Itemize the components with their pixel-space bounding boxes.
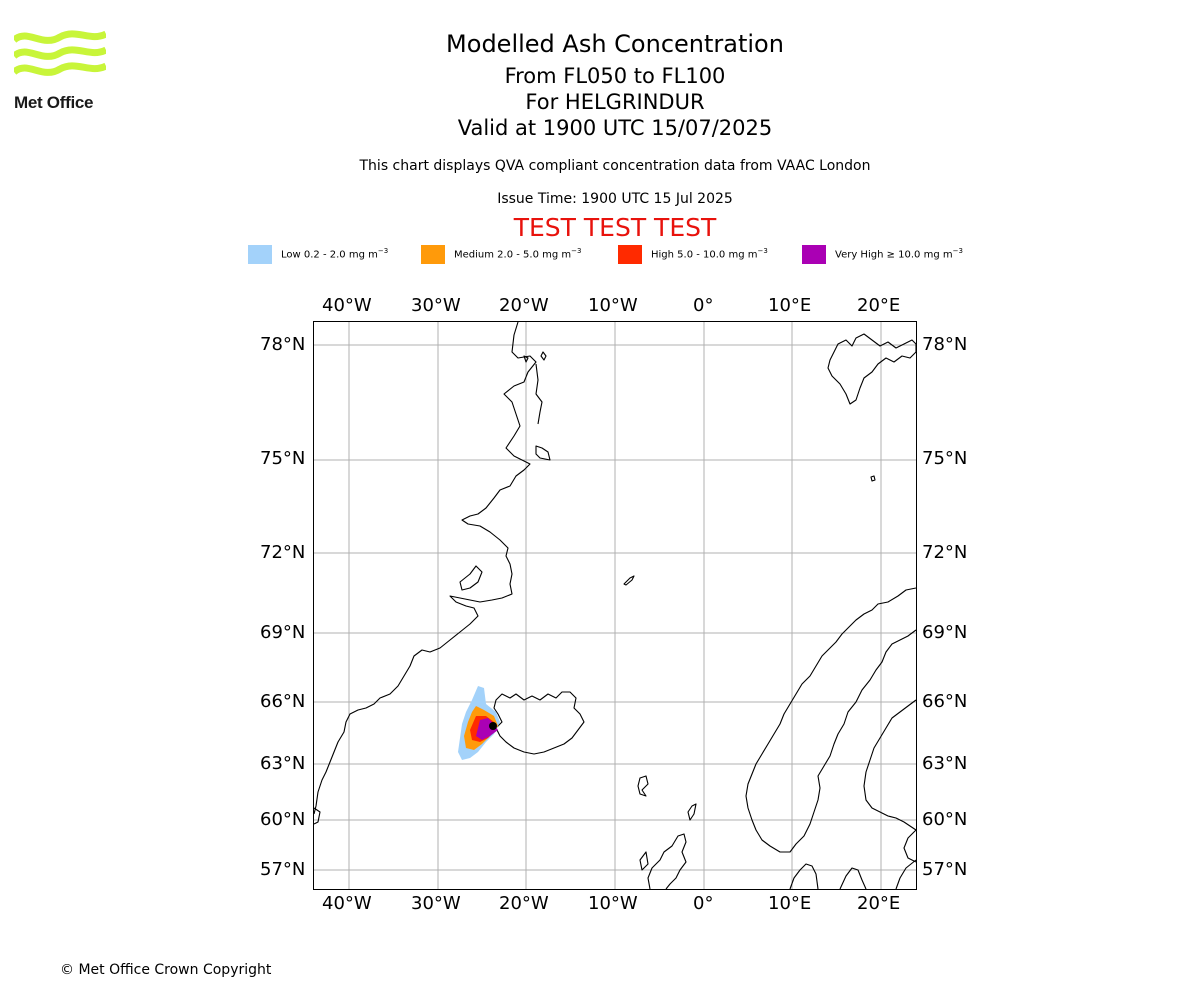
lat-label-left: 78°N [260, 334, 306, 355]
lat-label-right: 69°N [922, 622, 968, 643]
lon-label-top: 30°W [411, 295, 461, 316]
lon-label-bottom: 0° [693, 893, 714, 914]
coastline-scotland [647, 833, 687, 890]
legend-item-high: High 5.0 - 10.0 mg m−3 [618, 244, 768, 264]
lat-label-left: 63°N [260, 753, 306, 774]
copyright-notice: © Met Office Crown Copyright [60, 962, 272, 978]
lon-label-top: 40°W [322, 295, 372, 316]
logo-wordmark: Met Office [14, 93, 94, 112]
legend-swatch-very-high [802, 244, 826, 264]
lon-label-top: 10°E [768, 295, 812, 316]
legend-swatch-high [618, 244, 642, 264]
legend-exp-low: −3 [377, 247, 389, 256]
legend-item-low: Low 0.2 - 2.0 mg m−3 [248, 244, 388, 264]
chart-title: Modelled Ash Concentration [446, 30, 784, 58]
lon-label-bottom: 20°E [857, 893, 901, 914]
legend-exp-medium: −3 [571, 247, 582, 256]
lat-label-right: 75°N [922, 448, 968, 469]
lon-label-bottom: 40°W [322, 893, 372, 914]
map-frame [313, 321, 917, 890]
lat-label-left: 75°N [260, 448, 306, 469]
lon-label-top: 0° [693, 295, 714, 316]
ash-plume [458, 686, 500, 760]
legend-exp-very-high: −3 [952, 247, 963, 256]
lon-label-top: 10°W [588, 295, 638, 316]
legend-label-high: High 5.0 - 10.0 mg m [651, 249, 758, 261]
lat-label-left: 57°N [260, 859, 306, 880]
volcano-name: For HELGRINDUR [525, 90, 705, 114]
legend-label-medium: Medium 2.0 - 5.0 mg m [454, 249, 572, 261]
qva-note: This chart displays QVA compliant concen… [359, 158, 871, 174]
lat-label-right: 60°N [922, 809, 968, 830]
met-office-logo: Met Office [11, 28, 114, 112]
met-office-waves-icon [11, 30, 108, 76]
lat-label-left: 66°N [260, 691, 306, 712]
volcano-marker [489, 722, 497, 730]
lat-label-right: 57°N [922, 859, 968, 880]
lat-label-left: 69°N [260, 622, 306, 643]
legend-item-very-high: Very High ≥ 10.0 mg m−3 [802, 244, 963, 264]
legend-exp-high: −3 [757, 247, 768, 256]
lat-label-right: 63°N [922, 753, 968, 774]
map-gridlines [314, 322, 916, 889]
legend-item-medium: Medium 2.0 - 5.0 mg m−3 [421, 244, 581, 264]
valid-time: Valid at 1900 UTC 15/07/2025 [457, 116, 773, 140]
legend-swatch-medium [421, 244, 445, 264]
coastlines [313, 321, 917, 890]
coastline-greenland [313, 321, 537, 815]
lat-label-right: 66°N [922, 691, 968, 712]
legend-label-very-high: Very High ≥ 10.0 mg m [835, 249, 953, 261]
legend-label-low: Low 0.2 - 2.0 mg m [281, 249, 378, 261]
lon-label-top: 20°E [857, 295, 901, 316]
lat-label-right: 72°N [922, 542, 968, 563]
lat-label-left: 72°N [260, 542, 306, 563]
lon-label-bottom: 10°W [588, 893, 638, 914]
coastline-iceland [493, 691, 585, 755]
lon-label-bottom: 10°E [768, 893, 812, 914]
flight-level-range: From FL050 to FL100 [504, 64, 726, 88]
coastline-svalbard [827, 333, 917, 405]
lon-label-bottom: 20°W [499, 893, 549, 914]
lon-label-bottom: 30°W [411, 893, 461, 914]
issue-time: Issue Time: 1900 UTC 15 Jul 2025 [497, 191, 733, 207]
coastline-scandinavia [745, 587, 917, 853]
lat-label-left: 60°N [260, 809, 306, 830]
legend-swatch-low [248, 244, 272, 264]
test-banner: TEST TEST TEST [513, 213, 717, 242]
lon-label-top: 20°W [499, 295, 549, 316]
lat-label-right: 78°N [922, 334, 968, 355]
